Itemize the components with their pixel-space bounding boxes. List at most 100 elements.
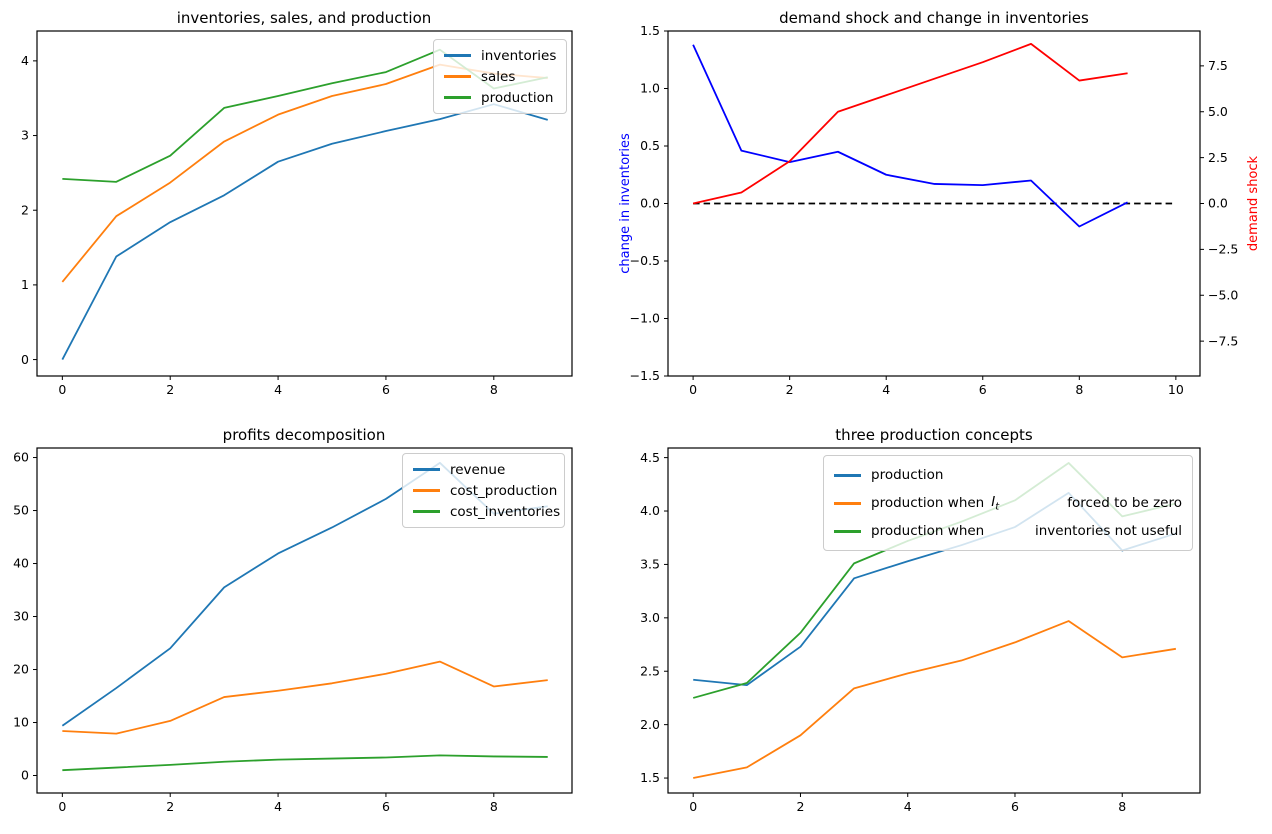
- y-axis-tick-label: 40: [13, 556, 29, 571]
- x-axis-tick-label: 2: [166, 799, 174, 814]
- legend-label: production when: [871, 523, 985, 539]
- legend-line-swatch: [834, 529, 861, 533]
- y-axis-tick-label: −0.5: [630, 253, 660, 268]
- chart-title-inventories-sales-production: inventories, sales, and production: [176, 9, 432, 27]
- legend-label-right: forced to be zero: [1067, 495, 1182, 511]
- legend-entry: cost_production: [413, 480, 558, 501]
- x-axis-tick-label: 8: [1075, 382, 1083, 397]
- series-line-cost-production: [62, 660, 548, 735]
- y-axis-tick-label: 2: [21, 202, 29, 217]
- y-axis-tick-label: 0.0: [640, 196, 660, 211]
- legend-inventories-sales-production: inventories sales production: [433, 39, 568, 114]
- y-axis-tick-label: 1.0: [640, 81, 660, 96]
- y-axis-tick-label: 3.0: [640, 610, 660, 625]
- right-y-axis-tick-label: −5.0: [1208, 287, 1238, 302]
- x-axis-tick-label: 6: [1011, 799, 1019, 814]
- legend-label: revenue: [450, 461, 506, 478]
- x-axis-tick-label: 8: [1118, 799, 1126, 814]
- x-axis-tick-label: 0: [58, 799, 66, 814]
- legend-entry: production: [834, 461, 1182, 489]
- y-axis-tick-label: 4.5: [640, 450, 660, 465]
- y-axis-tick-label: 20: [13, 662, 29, 677]
- legend-line-swatch: [413, 468, 440, 471]
- legend-label: cost_production: [450, 482, 558, 499]
- right-y-axis-tick-label: 0.0: [1208, 196, 1228, 211]
- x-axis-tick-label: 2: [796, 799, 804, 814]
- x-axis-tick-label: 2: [166, 382, 174, 397]
- legend-entry: production: [444, 87, 556, 108]
- right-y-axis-tick-label: −7.5: [1208, 333, 1238, 348]
- legend-entry: revenue: [413, 459, 554, 480]
- axes-frame: [36, 30, 573, 377]
- y-axis-tick-label: −1.0: [630, 311, 660, 326]
- legend-line-swatch: [444, 75, 471, 78]
- y-axis-tick-label: 1.5: [640, 770, 660, 785]
- chart-title-three-production-concepts: three production concepts: [835, 426, 1033, 444]
- legend-three-production-concepts: production production when It forced to be …: [823, 455, 1193, 551]
- legend-entry: inventories: [444, 45, 556, 66]
- legend-label: production: [871, 467, 944, 483]
- right-y-axis-tick-label: −2.5: [1208, 242, 1238, 257]
- series-line-cost-inventories: [62, 754, 548, 772]
- y-axis-tick-label: 0.5: [640, 138, 660, 153]
- series-line-production-when-i-t-forced-to-be-zero: [693, 620, 1177, 779]
- x-axis-tick-label: 6: [382, 382, 390, 397]
- right-y-axis-tick-label: 5.0: [1208, 104, 1228, 119]
- axes-frame: [36, 447, 573, 794]
- math-variable: It: [991, 493, 1000, 513]
- x-axis-tick-label: 6: [979, 382, 987, 397]
- legend-entry: production when It forced to be zero: [834, 489, 1182, 517]
- series-line-change-in-inventories: [692, 44, 1128, 228]
- chart-title-demand-shock: demand shock and change in inventories: [779, 9, 1089, 27]
- y-axis-tick-label: 1: [21, 277, 29, 292]
- y-axis-tick-label: 2.0: [640, 717, 660, 732]
- legend-entry: sales: [444, 66, 556, 87]
- y-axis-tick-label: 3: [21, 128, 29, 143]
- right-y-axis-tick-label: 7.5: [1208, 58, 1228, 73]
- x-axis-tick-label: 2: [786, 382, 794, 397]
- x-axis-tick-label: 0: [58, 382, 66, 397]
- y-axis-tick-label: 1.5: [640, 23, 660, 38]
- right-y-axis-label: demand shock: [1246, 155, 1261, 251]
- legend-label: production: [481, 89, 554, 106]
- x-axis-tick-label: 10: [1168, 382, 1184, 397]
- x-axis-tick-label: 4: [274, 799, 282, 814]
- series-line-demand-shock: [692, 42, 1128, 205]
- legend-label: production when: [871, 495, 985, 511]
- legend-entry: production when inventories not useful: [834, 517, 1182, 545]
- y-axis-tick-label: 4.0: [640, 503, 660, 518]
- x-axis-tick-label: 4: [904, 799, 912, 814]
- legend-profits-decomposition: revenue cost_production cost_inventories: [402, 453, 565, 528]
- chart-title-profits-decomposition: profits decomposition: [222, 426, 386, 444]
- x-axis-tick-label: 0: [689, 382, 697, 397]
- y-axis-tick-label: 60: [13, 450, 29, 465]
- legend-label-right: inventories not useful: [1035, 523, 1182, 539]
- legend-line-swatch: [413, 510, 440, 513]
- y-axis-label: change in inventories: [618, 133, 633, 274]
- y-axis-tick-label: 3.5: [640, 557, 660, 572]
- x-axis-tick-label: 4: [882, 382, 890, 397]
- y-axis-tick-label: −1.5: [630, 368, 660, 383]
- y-axis-tick-label: 50: [13, 503, 29, 518]
- legend-line-swatch: [413, 489, 440, 492]
- legend-label: inventories: [481, 47, 557, 64]
- legend-label: sales: [481, 68, 516, 85]
- y-axis-tick-label: 2.5: [640, 663, 660, 678]
- legend-line-swatch: [444, 96, 471, 99]
- legend-label: cost_inventories: [450, 503, 561, 520]
- y-axis-tick-label: 0: [21, 352, 29, 367]
- axes-frame: [667, 447, 1201, 794]
- x-axis-tick-label: 0: [689, 799, 697, 814]
- legend-line-swatch: [834, 473, 861, 477]
- x-axis-tick-label: 8: [490, 382, 498, 397]
- y-axis-tick-label: 0: [21, 768, 29, 783]
- x-axis-tick-label: 6: [382, 799, 390, 814]
- x-axis-tick-label: 8: [490, 799, 498, 814]
- series-line-inventories: [61, 103, 548, 360]
- y-axis-tick-label: 10: [13, 715, 29, 730]
- right-y-axis-tick-label: 2.5: [1208, 150, 1228, 165]
- y-axis-tick-label: 4: [21, 53, 29, 68]
- legend-line-swatch: [444, 54, 471, 57]
